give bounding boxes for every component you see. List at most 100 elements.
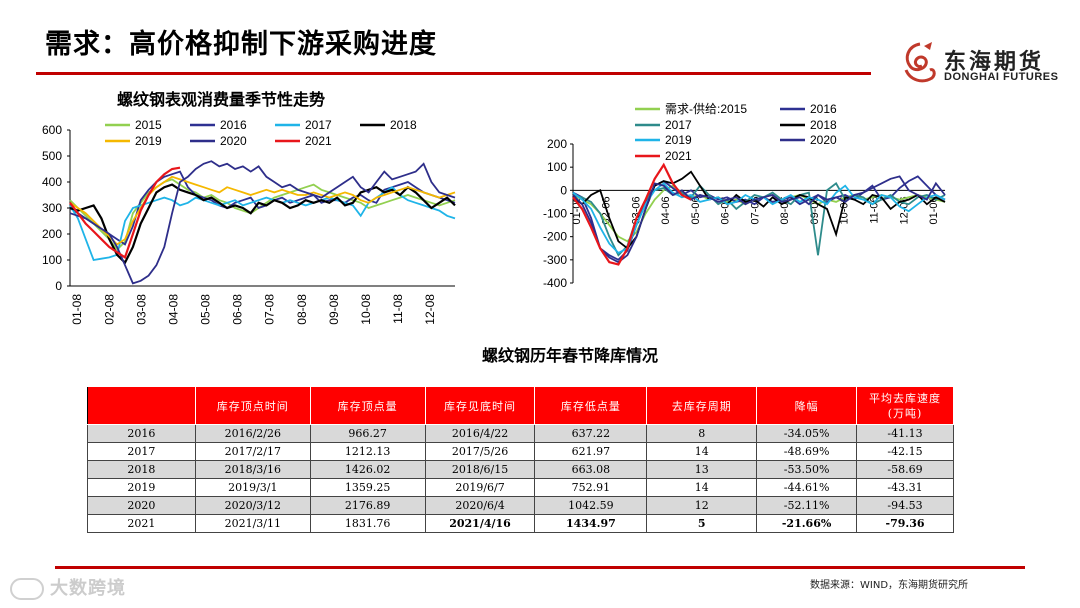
title-divider (36, 72, 871, 75)
c1-y-tick-label: 200 (42, 227, 62, 241)
col-header-peak-date: 库存顶点时间 (194, 386, 311, 425)
cell-bottom-date: 2017/5/26 (424, 442, 536, 461)
table-row: 2018 2018/3/16 1426.02 2018/6/15 663.08 13 -53… (87, 460, 954, 479)
c1-x-tick-label: 01-08 (70, 294, 84, 325)
watermark-logo-icon (10, 578, 44, 600)
cell-cycle: 5 (646, 514, 758, 533)
cell-avg-speed: -43.31 (856, 478, 954, 497)
data-source: 数据来源：WIND，东海期货研究所 (810, 580, 969, 591)
cell-bottom-date: 2020/6/4 (424, 496, 536, 515)
cell-year: 2021 (87, 514, 196, 533)
col-header-bottom-volume: 库存低点量 (534, 386, 648, 425)
c2-legend-label: 2021 (665, 149, 692, 163)
cell-avg-speed: -42.15 (856, 442, 954, 461)
cell-bottom-date: 2021/4/16 (424, 514, 536, 533)
watermark-text: 大数跨境 (50, 578, 126, 599)
c1-series-line-2020 (69, 160, 456, 285)
table-row: 2019 2019/3/1 1359.25 2019/6/7 752.91 14 -44.6… (87, 478, 954, 497)
cell-bottom-volume: 637.22 (534, 424, 648, 443)
cell-cycle: 13 (646, 460, 758, 479)
c2-legend-label: 2018 (810, 118, 837, 132)
cell-cycle: 12 (646, 496, 758, 515)
company-logo: 东海期货 DONGHAI FUTURES (900, 40, 1060, 90)
cell-peak-date: 2018/3/16 (194, 460, 311, 479)
cell-decline: -48.69% (756, 442, 858, 461)
cell-bottom-volume: 1434.97 (534, 514, 648, 533)
cell-year: 2018 (87, 460, 196, 479)
c1-x-tick-label: 05-08 (199, 294, 213, 325)
table-row: 2016 2016/2/26 966.27 2016/4/22 637.22 8 -34.0… (87, 424, 954, 443)
cell-peak-volume: 1426.02 (309, 460, 426, 479)
destocking-table: 库存顶点时间 库存顶点量 库存见底时间 库存低点量 去库存周期 降幅 平均去库速… (87, 386, 954, 533)
c2-y-tick-label: 0 (560, 183, 567, 197)
c1-series-line-2017 (69, 186, 456, 262)
cell-bottom-volume: 1042.59 (534, 496, 648, 515)
cell-peak-date: 2016/2/26 (194, 424, 311, 443)
col-header-year (87, 386, 196, 425)
cell-avg-speed: -94.53 (856, 496, 954, 515)
c2-y-tick-label: 200 (547, 137, 567, 151)
page-title: 需求：高价格抑制下游采购进度 (45, 29, 437, 60)
c1-x-tick-label: 03-08 (134, 294, 148, 325)
c2-x-tick-label: 05-06 (690, 196, 702, 224)
cell-decline: -53.50% (756, 460, 858, 479)
c1-y-tick-label: 300 (42, 201, 62, 215)
chart-consumption-seasonal: 2015 2016 2017 2018 2019 2020 2021 0 100 200 300 4… (42, 118, 456, 325)
table-row: 2017 2017/2/17 1212.13 2017/5/26 621.97 14 -48… (87, 442, 954, 461)
cell-avg-speed: -79.36 (856, 514, 954, 533)
c1-series-line-2019 (69, 175, 456, 246)
cell-peak-date: 2019/3/1 (194, 478, 311, 497)
logo-dragon-icon (904, 42, 936, 83)
cell-cycle: 14 (646, 442, 758, 461)
cell-peak-volume: 966.27 (309, 424, 426, 443)
cell-decline: -21.66% (756, 514, 858, 533)
c1-x-tick-label: 06-08 (231, 294, 245, 325)
c1-x-tick-label: 11-08 (391, 294, 405, 324)
cell-decline: -52.11% (756, 496, 858, 515)
cell-decline: -44.61% (756, 478, 858, 497)
c1-y-tick-label: 100 (42, 253, 62, 267)
c2-legend-label: 2019 (665, 133, 692, 147)
col-header-bottom-date: 库存见底时间 (424, 386, 536, 425)
c2-legend-label: 2017 (665, 118, 692, 132)
c2-legend-label: 需求-供给:2015 (665, 102, 747, 116)
cell-year: 2016 (87, 424, 196, 443)
c2-series-line-2021 (572, 162, 692, 266)
c2-x-tick-label: 04-06 (660, 196, 672, 224)
c1-x-tick-label: 04-08 (166, 294, 180, 325)
cell-bottom-date: 2016/4/22 (424, 424, 536, 443)
table-row: 2021 2021/3/11 1831.76 2021/4/16 1434.97 5 -21… (87, 514, 954, 533)
c1-x-tick-label: 09-08 (327, 294, 341, 325)
c1-x-tick-label: 02-08 (102, 294, 116, 325)
col-header-avg-speed: 平均去库速度 (万吨) (856, 386, 954, 425)
cell-peak-date: 2020/3/12 (194, 496, 311, 515)
c1-y-tick-label: 0 (55, 279, 62, 293)
cell-peak-date: 2017/2/17 (194, 442, 311, 461)
c1-legend-label: 2019 (135, 134, 162, 148)
c2-y-tick-label: -200 (543, 230, 567, 244)
c1-y-tick-label: 400 (42, 175, 62, 189)
cell-bottom-volume: 752.91 (534, 478, 648, 497)
cell-year: 2017 (87, 442, 196, 461)
cell-peak-volume: 1831.76 (309, 514, 426, 533)
c1-legend-label: 2015 (135, 118, 162, 132)
logo-text-cn: 东海期货 (944, 50, 1045, 75)
c1-x-tick-label: 08-08 (295, 294, 309, 325)
c1-x-tick-label: 07-08 (263, 294, 277, 325)
cell-avg-speed: -41.13 (856, 424, 954, 443)
cell-year: 2019 (87, 478, 196, 497)
table-row: 2020 2020/3/12 2176.89 2020/6/4 1042.59 12 -52… (87, 496, 954, 515)
footer-divider (55, 566, 1025, 569)
c1-legend-label: 2021 (305, 134, 332, 148)
c1-series-line-2015 (69, 178, 456, 251)
table-header-row: 库存顶点时间 库存顶点量 库存见底时间 库存低点量 去库存周期 降幅 平均去库速… (87, 386, 954, 425)
cell-bottom-volume: 663.08 (534, 460, 648, 479)
cell-bottom-volume: 621.97 (534, 442, 648, 461)
cell-peak-volume: 1359.25 (309, 478, 426, 497)
c2-legend-label: 2016 (810, 102, 837, 116)
c2-y-tick-label: -400 (543, 276, 567, 290)
c1-x-tick-label: 10-08 (359, 294, 373, 325)
cell-decline: -34.05% (756, 424, 858, 443)
c2-y-tick-label: -300 (543, 253, 567, 267)
cell-peak-volume: 1212.13 (309, 442, 426, 461)
